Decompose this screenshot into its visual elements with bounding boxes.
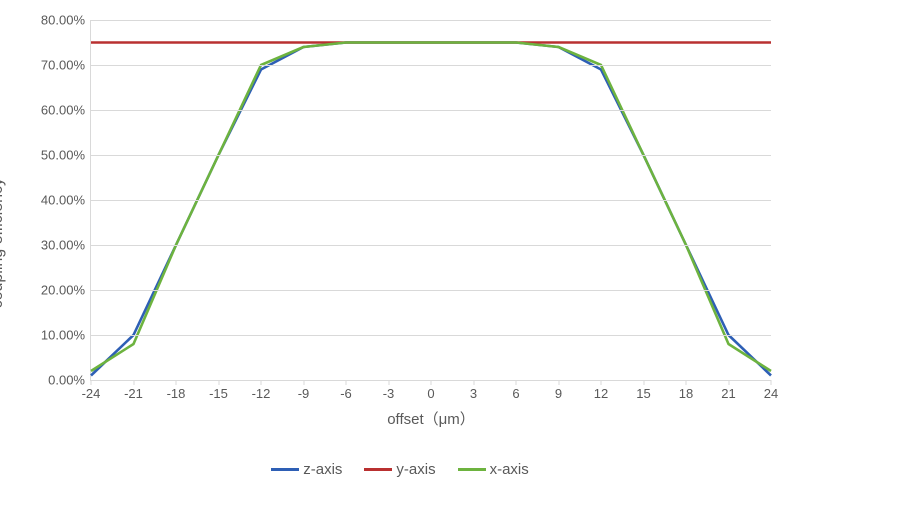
- x-tick-mark: [771, 380, 772, 385]
- grid-line: [91, 335, 771, 336]
- grid-line: [91, 20, 771, 21]
- legend: z-axis y-axis x-axis: [10, 461, 790, 478]
- x-tick-mark: [133, 380, 134, 385]
- x-tick-mark: [346, 380, 347, 385]
- grid-line: [91, 110, 771, 111]
- x-tick-mark: [686, 380, 687, 385]
- legend-swatch: [364, 468, 392, 471]
- series-x-axis: [91, 43, 771, 372]
- x-tick-label: 6: [512, 386, 519, 401]
- x-tick-mark: [558, 380, 559, 385]
- x-tick-mark: [261, 380, 262, 385]
- x-tick-mark: [431, 380, 432, 385]
- x-tick-mark: [516, 380, 517, 385]
- chart-container: coupling efficiency offset（μm） 0.00%10.0…: [10, 10, 790, 480]
- y-tick-label: 80.00%: [41, 13, 85, 28]
- x-tick-mark: [91, 380, 92, 385]
- y-tick-label: 50.00%: [41, 148, 85, 163]
- legend-item-y-axis: y-axis: [364, 461, 435, 478]
- legend-label: z-axis: [303, 461, 342, 478]
- legend-item-z-axis: z-axis: [271, 461, 342, 478]
- y-axis-label: coupling efficiency: [0, 178, 7, 308]
- legend-item-x-axis: x-axis: [458, 461, 529, 478]
- x-tick-label: 9: [555, 386, 562, 401]
- grid-line: [91, 200, 771, 201]
- x-tick-label: -15: [209, 386, 228, 401]
- x-tick-mark: [303, 380, 304, 385]
- x-tick-mark: [176, 380, 177, 385]
- x-tick-label: 12: [594, 386, 608, 401]
- grid-line: [91, 245, 771, 246]
- x-tick-label: 0: [427, 386, 434, 401]
- x-tick-label: -12: [252, 386, 271, 401]
- y-tick-label: 0.00%: [48, 373, 85, 388]
- legend-label: y-axis: [396, 461, 435, 478]
- x-tick-label: 24: [764, 386, 778, 401]
- x-tick-label: -24: [82, 386, 101, 401]
- x-tick-label: 3: [470, 386, 477, 401]
- grid-line: [91, 290, 771, 291]
- x-tick-mark: [473, 380, 474, 385]
- x-tick-mark: [643, 380, 644, 385]
- y-tick-label: 60.00%: [41, 103, 85, 118]
- x-tick-label: -6: [340, 386, 352, 401]
- legend-label: x-axis: [490, 461, 529, 478]
- grid-line: [91, 65, 771, 66]
- x-tick-mark: [601, 380, 602, 385]
- legend-swatch: [458, 468, 486, 471]
- x-axis-label: offset（μm）: [387, 408, 475, 429]
- x-tick-mark: [388, 380, 389, 385]
- x-tick-label: 18: [679, 386, 693, 401]
- legend-swatch: [271, 468, 299, 471]
- y-tick-label: 70.00%: [41, 58, 85, 73]
- grid-line: [91, 155, 771, 156]
- plot-area: offset（μm） 0.00%10.00%20.00%30.00%40.00%…: [90, 20, 771, 381]
- x-tick-label: -3: [383, 386, 395, 401]
- x-tick-label: 15: [636, 386, 650, 401]
- y-tick-label: 30.00%: [41, 238, 85, 253]
- x-tick-label: -18: [167, 386, 186, 401]
- x-tick-label: -9: [298, 386, 310, 401]
- x-tick-mark: [218, 380, 219, 385]
- x-tick-mark: [728, 380, 729, 385]
- y-tick-label: 10.00%: [41, 328, 85, 343]
- x-tick-label: -21: [124, 386, 143, 401]
- x-tick-label: 21: [721, 386, 735, 401]
- y-tick-label: 20.00%: [41, 283, 85, 298]
- y-tick-label: 40.00%: [41, 193, 85, 208]
